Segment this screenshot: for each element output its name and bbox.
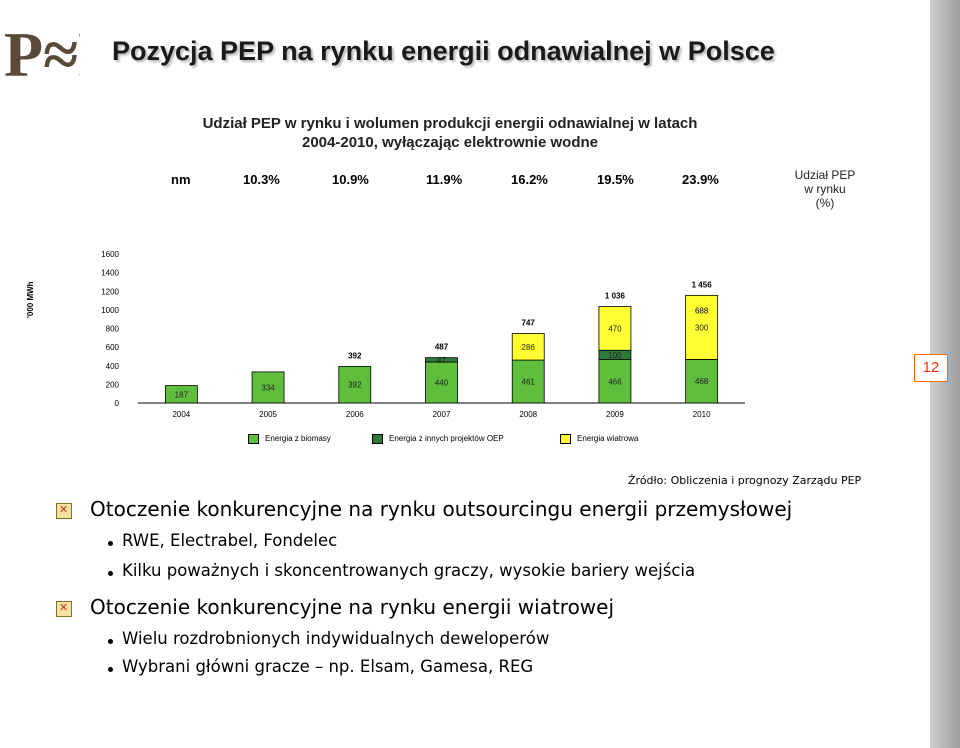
legend-item-other-oep: Energia z innych projektów OEP xyxy=(372,434,504,444)
bar-total-label: 487 xyxy=(435,343,449,352)
bar-value-label: 468 xyxy=(695,377,709,386)
y-tick-label: 1600 xyxy=(101,250,119,259)
share-2010: 23.9% xyxy=(682,172,719,187)
legend-label-other-oep: Energia z innych projektów OEP xyxy=(389,434,504,444)
bullet-dot-icon xyxy=(108,541,113,546)
bullet-1-item-1: RWE, Electrabel, Fondelec xyxy=(122,531,338,550)
bar-value-label: 286 xyxy=(522,343,536,352)
legend-label-biomass: Energia z biomasy xyxy=(265,434,331,444)
x-tick-label: 2009 xyxy=(606,410,624,419)
bar-value-label: 466 xyxy=(608,377,622,386)
x-tick-label: 2010 xyxy=(693,410,711,419)
y-tick-label: 1200 xyxy=(101,287,119,296)
bar-segment xyxy=(685,294,719,360)
bar-segment xyxy=(425,357,458,363)
legend-swatch-biomass xyxy=(248,434,259,444)
share-header-line1: Udział PEP xyxy=(794,168,856,182)
page-number: 12 xyxy=(914,354,948,382)
chart-subtitle-line2: 2004-2010, wyłączając elektrownie wodne xyxy=(302,134,598,151)
bullet-2: Otoczenie konkurencyjne na rynku energii… xyxy=(90,595,615,619)
bullet-square-icon xyxy=(56,503,72,519)
x-tick-label: 2006 xyxy=(346,410,364,419)
x-tick-label: 2005 xyxy=(259,410,277,419)
page-title: Pozycja PEP na rynku energii odnawialnej… xyxy=(112,36,775,66)
bar-segment xyxy=(598,359,632,404)
bar-total-label: 747 xyxy=(522,318,536,327)
bar-value-label: 334 xyxy=(261,383,275,392)
bullet-1: Otoczenie konkurencyjne na rynku outsour… xyxy=(90,497,793,521)
legend-item-wind: Energia wiatrowa xyxy=(560,434,638,444)
y-tick-label: 600 xyxy=(106,343,120,352)
share-2005: 10.3% xyxy=(243,172,280,187)
bullet-dot-icon xyxy=(108,667,113,672)
y-tick-label: 0 xyxy=(115,399,120,408)
share-header: Udział PEP w rynku (%) xyxy=(770,168,880,210)
bar-total-label: 1 036 xyxy=(605,292,626,301)
legend-swatch-other-oep xyxy=(372,434,383,444)
share-header-line3: (%) xyxy=(815,196,835,210)
chart-subtitle: Udział PEP w rynku i wolumen produkcji e… xyxy=(150,114,750,152)
y-tick-label: 800 xyxy=(106,325,120,334)
bar-value-label: 300 xyxy=(695,323,709,332)
chart-subtitle-line1: Udział PEP w rynku i wolumen produkcji e… xyxy=(202,115,698,132)
bar-segment xyxy=(164,385,198,404)
x-tick-label: 2004 xyxy=(172,410,190,419)
chart-source: Źródło: Obliczenia i prognozy Zarządu PE… xyxy=(628,474,862,487)
bar-total-label: 1 456 xyxy=(692,280,713,289)
bar-segment xyxy=(598,306,632,351)
share-2007: 11.9% xyxy=(426,172,463,187)
legend-label-wind: Energia wiatrowa xyxy=(577,434,639,444)
bar-segment xyxy=(511,333,545,361)
share-2008: 16.2% xyxy=(511,172,548,187)
bar-segment xyxy=(425,361,458,404)
bar-value-label: 187 xyxy=(175,390,189,399)
bar-segment xyxy=(251,371,285,404)
bar-total-label: 392 xyxy=(348,351,362,360)
bar-value-label: 461 xyxy=(522,378,536,387)
bullet-dot-icon xyxy=(108,639,113,644)
bullet-dot-icon xyxy=(108,571,113,576)
bar-value-label: 440 xyxy=(435,379,449,388)
bar-segment xyxy=(338,366,372,404)
bullet-1-item-2: Kilku poważnych i skoncentrowanych gracz… xyxy=(122,561,696,580)
share-2004: nm xyxy=(171,172,191,187)
logo-text: P≈P xyxy=(4,19,80,84)
stacked-bar-chart: 0 200 400 600 800 1000 1200 1400 1600 187 2004 334 2… xyxy=(101,250,745,419)
bullet-2-item-1: Wielu rozdrobnionych indywidualnych dewe… xyxy=(122,629,550,648)
bar-segment xyxy=(511,359,545,404)
bar-value-label: 688 xyxy=(695,306,709,315)
share-2009: 19.5% xyxy=(597,172,634,187)
share-header-line2: w rynku xyxy=(804,182,846,196)
bullet-square-icon xyxy=(56,601,72,617)
legend-swatch-wind xyxy=(560,434,571,444)
y-tick-label: 1000 xyxy=(101,306,119,315)
pep-logo: P≈P xyxy=(4,19,80,84)
y-tick-label: 1400 xyxy=(101,269,119,278)
bar-value-label: 392 xyxy=(348,381,362,390)
y-tick-label: 200 xyxy=(106,380,120,389)
x-tick-label: 2007 xyxy=(433,410,451,419)
x-tick-label: 2008 xyxy=(519,410,537,419)
bar-value-label: 100 xyxy=(608,351,622,360)
bar-value-label: 470 xyxy=(608,324,622,333)
bar-segment xyxy=(685,359,719,404)
bar-value-label: 47 xyxy=(437,356,446,365)
share-2006: 10.9% xyxy=(332,172,369,187)
legend-item-biomass: Energia z biomasy xyxy=(248,434,331,444)
y-tick-label: 400 xyxy=(106,362,120,371)
bullet-2-item-2: Wybrani główni gracze – np. Elsam, Games… xyxy=(122,657,534,676)
